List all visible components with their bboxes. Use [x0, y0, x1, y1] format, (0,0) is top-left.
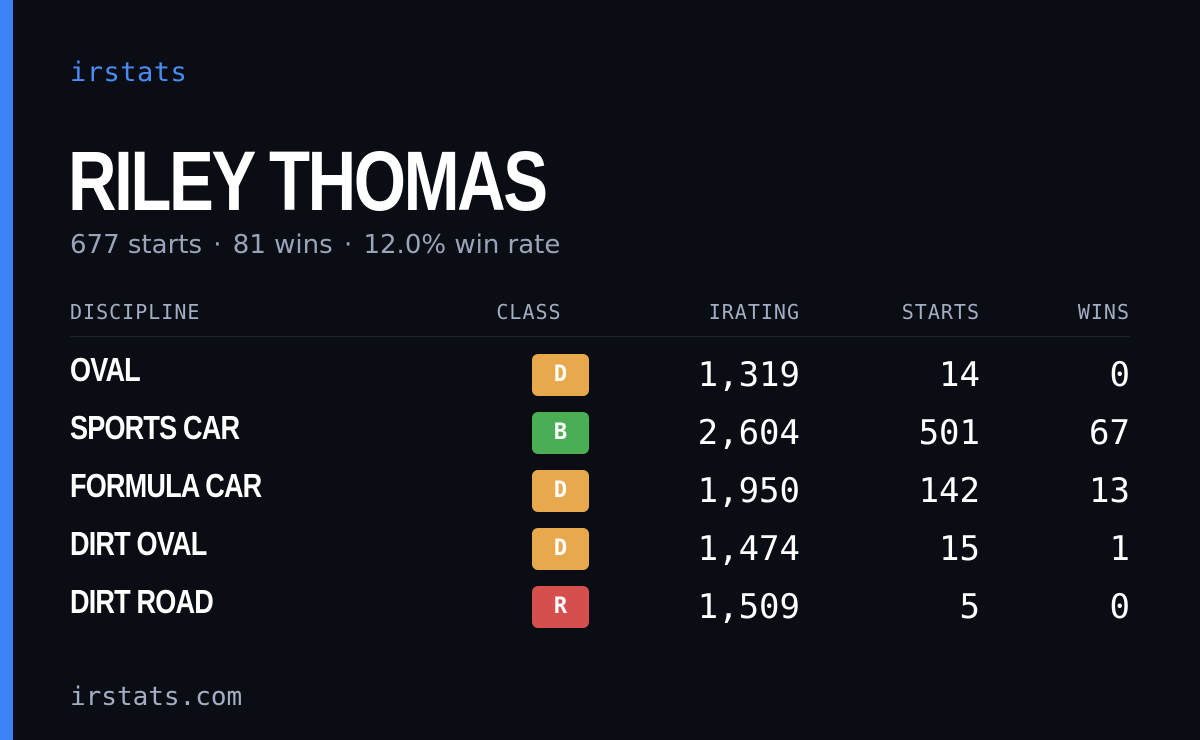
table-row: SPORTS CAR B 2,604 501 67	[70, 395, 1130, 454]
header-starts: STARTS	[901, 300, 980, 324]
header-irating: IRATING	[708, 300, 800, 324]
wins-value: 0	[1109, 587, 1130, 627]
discipline-name: FORMULA CAR	[70, 467, 262, 504]
irating-value: 1,509	[697, 587, 800, 627]
starts-value: 15	[939, 529, 980, 569]
starts-value: 142	[918, 471, 980, 511]
discipline-name: OVAL	[70, 351, 141, 388]
brand-logo: irstats	[70, 57, 188, 88]
table-row: DIRT ROAD R 1,509 5 0	[70, 569, 1130, 628]
irating-value: 2,604	[697, 413, 800, 453]
summary-starts: 677 starts	[70, 230, 202, 260]
table-row: FORMULA CAR D 1,950 142 13	[70, 453, 1130, 512]
class-badge: D	[532, 528, 589, 570]
starts-value: 14	[939, 355, 980, 395]
player-summary: 677 starts · 81 wins · 12.0% win rate	[70, 230, 560, 260]
header-discipline: DISCIPLINE	[70, 300, 201, 324]
summary-separator: ·	[213, 230, 222, 260]
table-row: DIRT OVAL D 1,474 15 1	[70, 511, 1130, 570]
irating-value: 1,319	[697, 355, 800, 395]
wins-value: 13	[1089, 471, 1130, 511]
class-badge: D	[532, 470, 589, 512]
starts-value: 5	[959, 587, 980, 627]
summary-separator: ·	[343, 230, 353, 260]
wins-value: 67	[1089, 413, 1130, 453]
table-header: DISCIPLINE CLASS IRATING STARTS WINS	[70, 298, 1130, 337]
starts-value: 501	[918, 413, 980, 453]
discipline-name: DIRT ROAD	[70, 583, 214, 620]
table-row: OVAL D 1,319 14 0	[70, 337, 1130, 396]
irating-value: 1,474	[697, 529, 800, 569]
accent-bar	[0, 0, 13, 740]
wins-value: 1	[1109, 529, 1130, 569]
header-class: CLASS	[496, 300, 562, 324]
discipline-stats-table: DISCIPLINE CLASS IRATING STARTS WINS OVA…	[70, 298, 1130, 628]
player-name: RILEY THOMAS	[68, 134, 548, 228]
footer-url: irstats.com	[70, 682, 243, 712]
summary-wins: 81 wins	[232, 230, 333, 260]
class-badge: B	[532, 412, 589, 454]
discipline-name: SPORTS CAR	[70, 409, 240, 446]
discipline-name: DIRT OVAL	[70, 525, 207, 562]
class-badge: R	[532, 586, 589, 628]
class-badge: D	[532, 354, 589, 396]
wins-value: 0	[1109, 355, 1130, 395]
header-wins: WINS	[1077, 300, 1130, 324]
summary-win-rate: 12.0% win rate	[363, 230, 561, 260]
irating-value: 1,950	[697, 471, 800, 511]
